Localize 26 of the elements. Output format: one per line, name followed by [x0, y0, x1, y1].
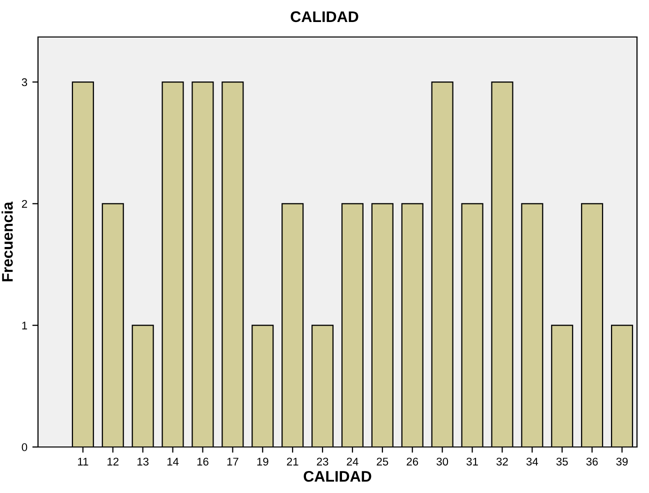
x-tick-label: 14: [167, 458, 179, 466]
x-tick-label: 39: [616, 458, 628, 466]
x-tick-label: 19: [257, 458, 268, 466]
x-tick-label: 23: [316, 458, 328, 466]
x-tick-label: 17: [227, 458, 238, 466]
y-tick-label: 1: [22, 322, 28, 330]
x-tick-label: 35: [556, 458, 568, 466]
chart-title: CALIDAD: [290, 11, 358, 22]
x-tick-label: 26: [406, 458, 418, 466]
x-tick-label: 11: [78, 458, 88, 466]
x-tick-label: 36: [586, 458, 598, 466]
x-tick-label: 32: [496, 458, 508, 466]
y-axis-title: Frecuencia: [2, 202, 13, 282]
x-axis-title: CALIDAD: [304, 470, 372, 482]
x-tick-label: 30: [436, 458, 448, 466]
y-tick-label: 2: [22, 200, 28, 208]
x-tick-label: 25: [376, 458, 388, 466]
x-tick-label: 31: [466, 458, 478, 466]
x-tick-label: 13: [137, 458, 149, 466]
x-tick-label: 21: [286, 458, 298, 466]
x-tick-label: 34: [526, 458, 538, 466]
y-tick-label: 3: [22, 78, 28, 86]
x-tick-label: 24: [346, 458, 358, 466]
y-tick-label: 0: [22, 443, 28, 452]
x-tick-label: 12: [108, 458, 118, 466]
x-tick-label: 16: [197, 458, 208, 466]
